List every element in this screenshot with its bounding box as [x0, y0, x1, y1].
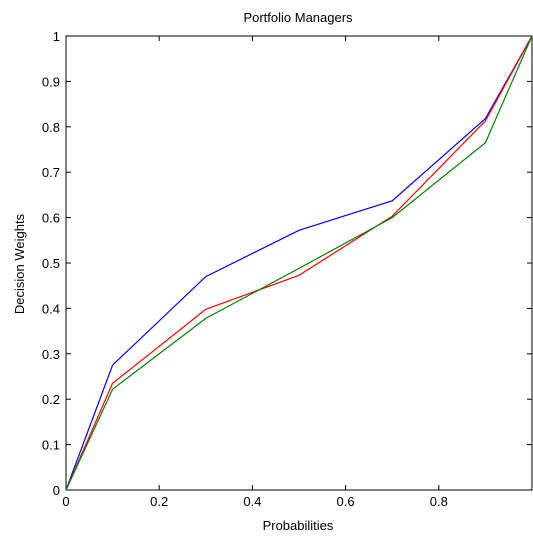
x-tick-label: 0.2: [150, 494, 168, 509]
y-tick-label: 0.5: [42, 256, 60, 271]
y-tick-label: 0.4: [42, 301, 60, 316]
y-tick-label: 0.7: [42, 165, 60, 180]
y-tick-label: 0.2: [42, 392, 60, 407]
y-tick-label: 0.3: [42, 347, 60, 362]
y-tick-label: 0.1: [42, 438, 60, 453]
x-tick-label: 0.8: [430, 494, 448, 509]
x-tick-label: 0: [62, 494, 69, 509]
x-tick-label: 0.6: [337, 494, 355, 509]
series-line-3: [65, 35, 533, 491]
x-tick-label: 0.4: [243, 494, 261, 509]
y-tick-label: 1: [53, 29, 60, 44]
series-line-2: [65, 35, 533, 491]
y-tick-label: 0.8: [42, 120, 60, 135]
y-tick-label: 0.9: [42, 74, 60, 89]
series-line-1: [65, 35, 533, 491]
x-axis-label: Probabilities: [263, 518, 334, 533]
y-tick-label: 0.6: [42, 211, 60, 226]
chart-title: Portfolio Managers: [243, 10, 353, 25]
y-axis-label: Decision Weights: [12, 213, 27, 314]
plot-area: 0 0.2 0.4 0.6 0.8 0 0.1 0.2 0.3 0.4 0.5 0.6 0.7 0.8 0.…: [42, 29, 533, 509]
y-tick-label: 0: [53, 483, 60, 498]
